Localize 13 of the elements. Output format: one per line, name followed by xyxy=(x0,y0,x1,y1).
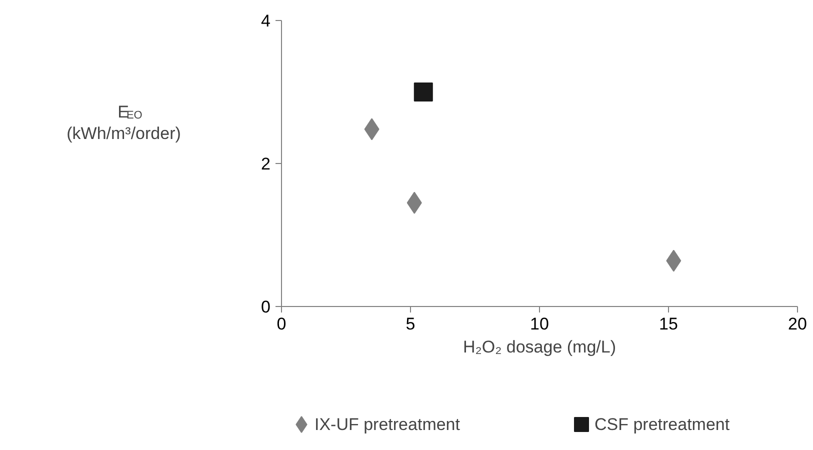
x-tick-label: 10 xyxy=(530,314,549,334)
y-axis-title: EEO (kWh/m³/order) xyxy=(66,102,181,143)
x-tick-label: 15 xyxy=(659,314,678,334)
x-axis-title: H₂O₂ dosage (mg/L) xyxy=(462,338,616,356)
y-tick-label: 2 xyxy=(261,154,271,174)
legend-label: CSF pretreatment xyxy=(594,415,730,434)
x-tick-label: 0 xyxy=(276,314,286,334)
point xyxy=(414,82,433,102)
y-tick-label: 0 xyxy=(261,298,271,316)
x-tick-label: 20 xyxy=(788,314,807,334)
legend-label: IX-UF pretreatment xyxy=(314,415,460,434)
x-tick-label: 5 xyxy=(406,314,416,334)
y-tick-label: 4 xyxy=(261,12,271,30)
